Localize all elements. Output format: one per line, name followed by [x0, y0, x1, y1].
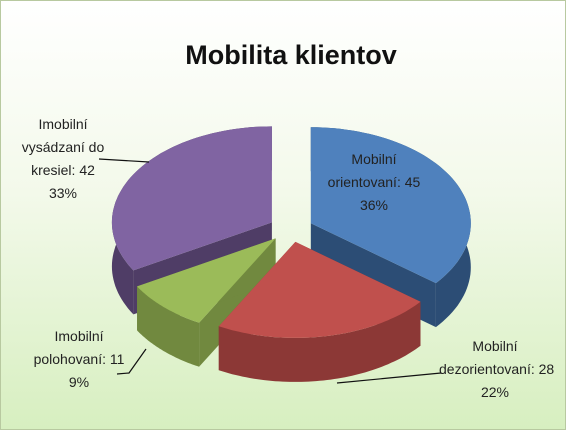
- value-label: 45: [404, 174, 421, 190]
- slice: [137, 238, 276, 323]
- label-separator: :: [530, 361, 539, 377]
- label-separator: :: [396, 174, 405, 190]
- category-name: Imobilní vysádzaní do kresiel: [21, 116, 105, 178]
- leader-line: [336, 372, 442, 384]
- data-label: Imobilní vysádzaní do kresiel: 42 33%: [7, 113, 119, 205]
- slice-side: [218, 301, 421, 382]
- label-separator: :: [71, 162, 80, 178]
- category-name: Mobilní orientovaní: [327, 151, 397, 190]
- slice: [218, 241, 421, 338]
- value-label: 42: [79, 162, 95, 178]
- percent-label: 33%: [48, 185, 78, 201]
- label-separator: :: [102, 351, 110, 367]
- percent-label: 22%: [480, 384, 510, 400]
- slice-side: [137, 286, 200, 367]
- value-label: 11: [109, 351, 125, 367]
- percent-label: 9%: [68, 374, 90, 390]
- percent-label: 36%: [359, 197, 389, 213]
- data-label: Mobilní dezorientovaní: 28 22%: [439, 335, 554, 404]
- leader-line: [98, 158, 150, 163]
- chart-title: Mobilita klientov: [185, 40, 397, 70]
- category-name: Mobilní dezorientovaní: [439, 338, 531, 377]
- pie: [111, 126, 471, 382]
- category-name: Imobilní polohovaní: [33, 328, 104, 367]
- value-label: 28: [538, 361, 555, 377]
- data-label: Imobilní polohovaní: 11 9%: [29, 325, 129, 394]
- slice: [310, 127, 471, 284]
- slice: [111, 126, 272, 271]
- data-label: Mobilní orientovaní: 45 36%: [319, 148, 429, 217]
- leader-line: [116, 348, 147, 375]
